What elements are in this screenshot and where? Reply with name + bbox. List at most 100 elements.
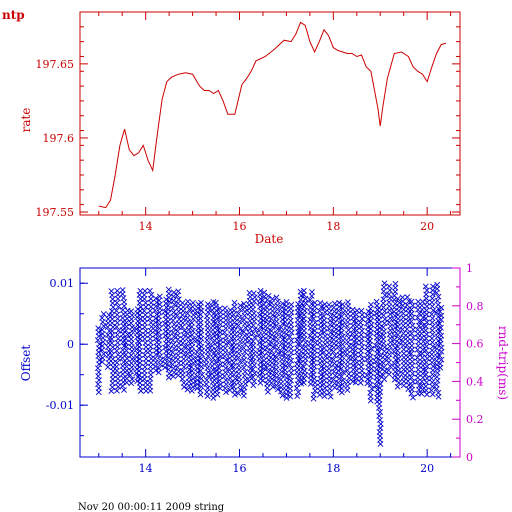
offset-marker (344, 387, 351, 394)
offset-marker (175, 336, 181, 343)
offset-chart: 0.01 0 -0.01 14 16 18 20 0 0.2 0.4 0.6 0.8 1 Offse… (19, 262, 510, 475)
offset-marker (282, 319, 289, 325)
offset-marker (205, 353, 212, 360)
offset-marker (235, 322, 242, 329)
rate-series-line (98, 21, 447, 209)
offset-marker (375, 405, 382, 411)
offset-marker (395, 331, 401, 338)
offset-marker (288, 369, 295, 376)
offset-marker (391, 348, 397, 355)
offset-marker (297, 340, 304, 347)
offset-marker (340, 369, 347, 376)
offset-marker (279, 392, 286, 399)
offset-marker (408, 366, 415, 373)
offset-marker (251, 326, 258, 333)
offset-marker (114, 387, 120, 394)
offset-marker (344, 323, 351, 330)
offset-marker (335, 343, 342, 350)
offset-marker (414, 346, 421, 353)
rtt-y-axis-label: rnd-trip(ms) (496, 326, 510, 400)
offset-marker (268, 380, 275, 386)
offset-marker (382, 368, 388, 375)
offset-marker (408, 318, 415, 325)
offset-marker (391, 296, 398, 303)
offset-marker (231, 371, 237, 378)
rtt-y-tick-label: 0.6 (466, 338, 484, 351)
offset-marker (212, 359, 219, 366)
offset-marker (217, 321, 224, 328)
offset-marker (251, 362, 258, 369)
offset-marker (94, 337, 101, 344)
offset-marker (364, 356, 370, 363)
offset-marker (179, 339, 186, 346)
offset-marker (338, 373, 345, 380)
offset-marker (128, 320, 134, 327)
rate-x-tick-label: 20 (420, 220, 434, 233)
offset-marker (136, 291, 143, 298)
offset-marker (197, 367, 204, 374)
offset-marker (330, 348, 337, 355)
offset-marker (424, 319, 430, 326)
offset-marker (165, 374, 172, 381)
rate-x-tick-label: 18 (326, 220, 340, 233)
offset-marker (359, 315, 365, 322)
offset-marker (222, 325, 229, 332)
offset-marker (113, 323, 120, 330)
offset-marker (250, 366, 256, 373)
offset-marker (287, 393, 294, 400)
offset-marker (209, 307, 215, 313)
offset-marker (307, 309, 314, 315)
offset-marker (194, 385, 201, 392)
offset-marker (410, 394, 416, 401)
offset-marker (190, 315, 197, 322)
offset-marker (203, 381, 210, 388)
offset-marker (424, 363, 431, 370)
offset-marker (221, 329, 228, 336)
rate-x-tick-label: 16 (233, 220, 247, 233)
offset-marker (317, 299, 324, 306)
offset-marker (367, 341, 373, 348)
offset-marker (213, 351, 219, 358)
offset-marker (433, 309, 440, 316)
offset-marker (109, 384, 116, 391)
offset-marker (394, 383, 401, 390)
offset-marker (310, 315, 317, 322)
offset-marker (181, 343, 188, 350)
offset-marker (257, 323, 264, 330)
offset-x-tick-label: 14 (139, 462, 153, 475)
offset-marker (310, 395, 317, 402)
offset-marker (307, 297, 313, 303)
offset-marker (175, 288, 182, 295)
offset-marker (410, 326, 417, 333)
offset-marker (396, 379, 402, 386)
offset-marker (209, 335, 215, 341)
offset-marker (274, 386, 281, 393)
offset-marker (170, 317, 177, 324)
offset-marker (307, 381, 314, 387)
offset-marker (409, 314, 416, 321)
offset-marker (317, 359, 323, 366)
rate-y-tick-label: 197.55 (36, 206, 75, 219)
offset-marker (268, 348, 275, 354)
offset-marker (251, 370, 258, 377)
offset-marker (99, 359, 106, 365)
offset-marker (100, 311, 107, 317)
offset-marker (236, 318, 243, 325)
offset-marker (287, 333, 293, 340)
offset-marker (408, 390, 415, 397)
offset-marker (302, 299, 309, 306)
offset-marker (288, 329, 295, 336)
host-label: ntp (2, 8, 25, 22)
offset-x-tick-label: 18 (326, 462, 340, 475)
rtt-y-tick-label: 1 (466, 262, 473, 275)
offset-marker (410, 334, 416, 341)
offset-marker (295, 333, 302, 340)
offset-marker (255, 331, 262, 338)
rtt-y-tick-label: 0 (466, 451, 473, 464)
offset-marker (237, 306, 244, 313)
offset-marker (114, 299, 120, 306)
offset-marker (263, 316, 270, 323)
offset-marker (372, 358, 379, 365)
offset-marker (171, 301, 178, 308)
offset-y-tick-label: 0.01 (50, 277, 75, 290)
